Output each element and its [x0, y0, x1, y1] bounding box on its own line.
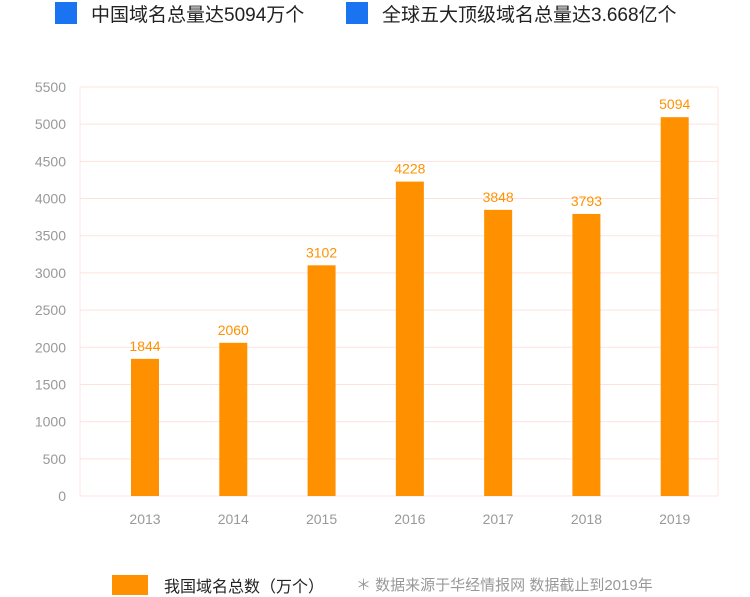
headline: 中国域名总量达5094万个 全球五大顶级域名总量达3.668亿个 — [0, 0, 750, 30]
y-tick-label: 3000 — [35, 265, 66, 281]
y-tick-label: 4500 — [35, 153, 66, 169]
bar-value-label: 4228 — [394, 161, 425, 177]
bar — [572, 213, 601, 496]
bar — [219, 342, 248, 496]
x-tick-label: 2014 — [218, 511, 249, 527]
x-tick-label: 2018 — [571, 511, 602, 527]
x-tick-label: 2019 — [659, 511, 690, 527]
headline-text-china: 中国域名总量达5094万个 — [91, 4, 305, 26]
bar-value-label: 5094 — [659, 96, 690, 112]
y-tick-label: 1000 — [35, 414, 66, 430]
chart-legend: 我国域名总数（万个） — [112, 573, 324, 597]
y-tick-label: 4000 — [35, 191, 66, 207]
x-tick-label: 2013 — [129, 511, 160, 527]
bar — [307, 265, 336, 496]
y-tick-label: 0 — [58, 488, 66, 504]
headline-item-china: 中国域名总量达5094万个 — [55, 0, 304, 26]
source-footnote: ＊ 数据来源于华经情报网 数据截止到2019年 — [356, 577, 653, 594]
x-tick-label: 2015 — [306, 511, 337, 527]
y-tick-label: 1500 — [35, 376, 66, 392]
x-tick-label: 2017 — [483, 511, 514, 527]
headline-square-icon — [346, 2, 368, 24]
x-tick-label: 2016 — [394, 511, 425, 527]
bar-value-label: 3793 — [571, 193, 602, 209]
legend-swatch — [112, 575, 148, 595]
y-tick-label: 5500 — [35, 79, 66, 95]
bar-value-label: 2060 — [218, 322, 249, 338]
y-tick-label: 2000 — [35, 339, 66, 355]
bar — [484, 209, 513, 496]
bar — [131, 358, 159, 496]
bar-chart: 0 500 1000 1500 2000 2500 3000 3500 4000 4500 5000… — [35, 79, 719, 527]
bar-value-label: 3848 — [483, 189, 514, 205]
y-tick-label: 2500 — [35, 302, 66, 318]
y-tick-label: 500 — [43, 451, 67, 467]
bar-value-label: 3102 — [306, 244, 337, 260]
headline-item-global: 全球五大顶级域名总量达3.668亿个 — [346, 0, 677, 26]
legend-label: 我国域名总数（万个） — [164, 579, 325, 596]
y-tick-label: 5000 — [35, 116, 66, 132]
y-tick-label: 3500 — [35, 228, 66, 244]
bar — [395, 181, 424, 496]
bar — [660, 117, 689, 496]
headline-square-icon — [55, 2, 77, 24]
headline-text-global: 全球五大顶级域名总量达3.668亿个 — [382, 4, 677, 26]
bar-value-label: 1844 — [129, 338, 160, 354]
